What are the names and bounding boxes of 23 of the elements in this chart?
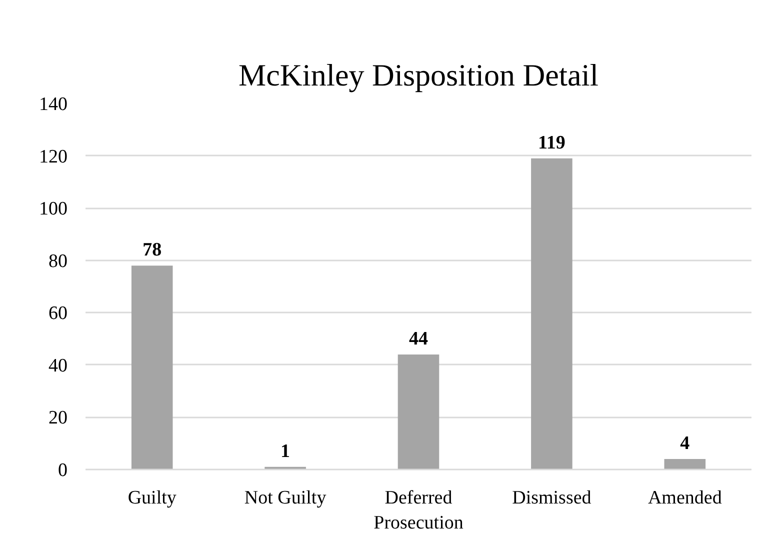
x-tick-label: Deferred Prosecution	[374, 488, 464, 534]
bar	[398, 354, 440, 470]
y-tick-label: 120	[39, 146, 68, 168]
bar	[664, 459, 706, 470]
x-tick-label: Guilty	[128, 488, 177, 508]
x-tick-label: Not Guilty	[244, 488, 327, 508]
y-tick-label: 80	[48, 250, 68, 272]
data-label: 44	[409, 328, 428, 350]
x-tick-label: Amended	[648, 488, 722, 508]
data-label: 119	[538, 132, 566, 154]
bar	[531, 158, 572, 470]
y-tick-label: 0	[58, 460, 68, 481]
data-label: 4	[680, 433, 690, 454]
bar	[131, 266, 173, 470]
y-tick-label: 40	[48, 355, 68, 376]
y-tick-label: 100	[39, 198, 68, 220]
y-tick-label: 60	[48, 303, 68, 324]
y-tick-label: 140	[39, 94, 68, 115]
data-label: 78	[142, 240, 162, 261]
chart-title: McKinley Disposition Detail	[238, 58, 598, 92]
data-label: 1	[280, 440, 290, 462]
x-tick-label: Dismissed	[512, 488, 592, 508]
y-tick-label: 20	[48, 408, 68, 429]
